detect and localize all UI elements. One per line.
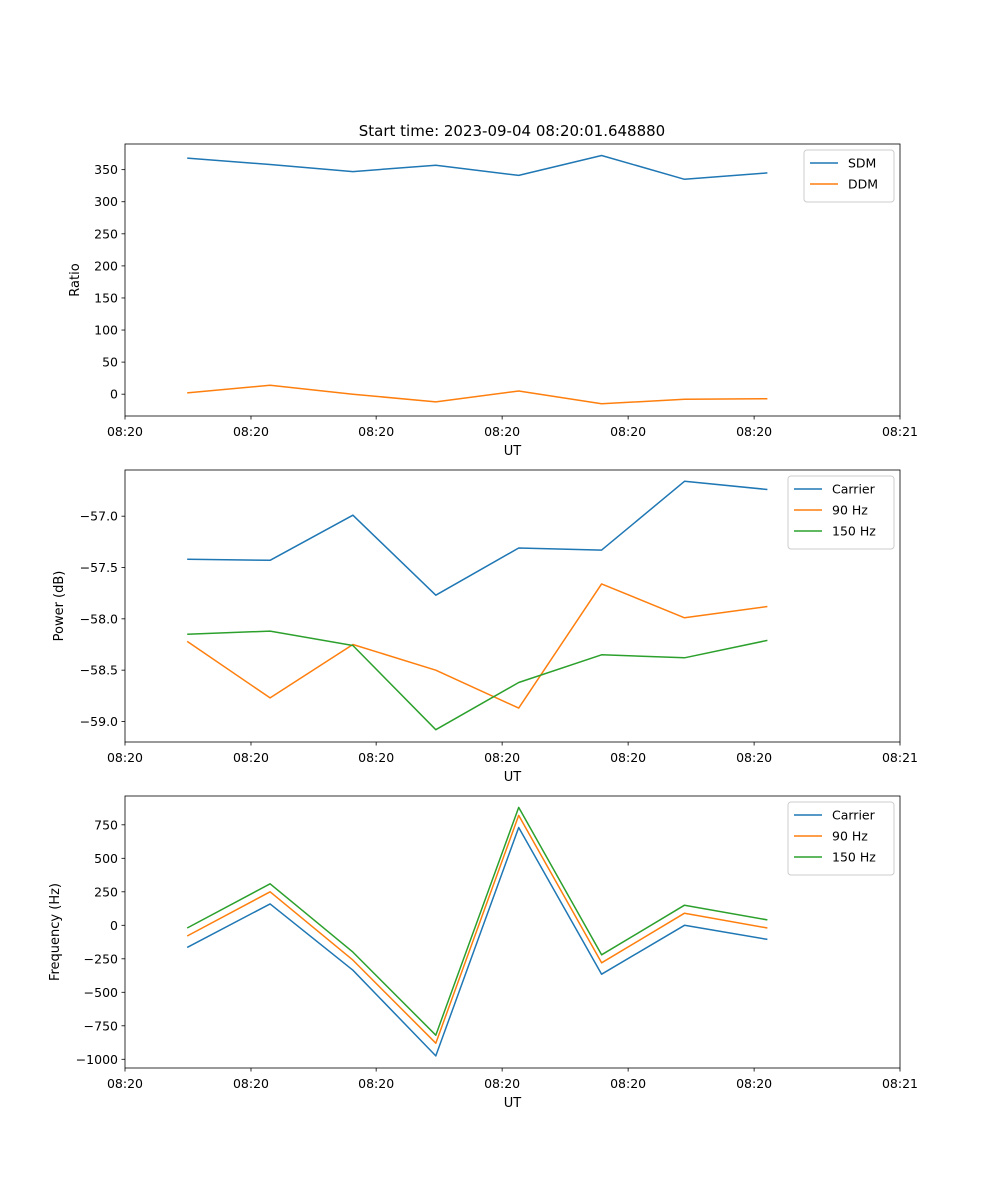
y-tick-label: 300: [94, 194, 118, 209]
x-tick-label: 08:20: [233, 1076, 269, 1091]
x-axis-label: UT: [504, 770, 522, 785]
legend: Carrier 90 Hz 150 Hz: [787, 801, 895, 876]
x-tick-label: 08:20: [358, 750, 394, 765]
y-tick-label: −1000: [76, 1052, 118, 1067]
subplot-1: 0 50 100 150 200 250 300 350 08:20 08:20 08:20 08:2…: [68, 143, 918, 459]
y-tick-label: −58.5: [80, 663, 118, 678]
x-tick-label: 08:20: [484, 1076, 520, 1091]
x-tick-label: 08:20: [358, 1076, 394, 1091]
y-tick-label: 500: [94, 851, 118, 866]
y-tick-label: −250: [84, 951, 118, 966]
x-tick-label: 08:20: [107, 1076, 143, 1091]
series-line-carrier: [187, 480, 768, 596]
x-tick-label: 08:20: [610, 750, 646, 765]
x-tick-label: 08:20: [736, 750, 772, 765]
x-tick-label: 08:20: [233, 750, 269, 765]
y-tick-label: −57.0: [80, 509, 118, 524]
series-line-carrier: [186, 826, 768, 1057]
legend-label: Carrier: [832, 808, 876, 823]
x-axis-label: UT: [504, 1096, 522, 1111]
subplot-2: −59.0 −58.5 −58.0 −57.5 −57.0 08:20 08:20 08:20…: [52, 469, 918, 785]
y-tick-label: 350: [94, 162, 118, 177]
y-tick-label: 200: [94, 258, 118, 273]
axes-frame: [124, 795, 901, 1069]
x-tick-label: 08:21: [882, 750, 918, 765]
legend-label: Carrier: [832, 482, 876, 497]
legend: SDM DDM: [803, 149, 895, 203]
y-axis-label: Ratio: [68, 263, 83, 296]
series-line-90-hz: [186, 814, 768, 1044]
legend: Carrier 90 Hz 150 Hz: [787, 475, 895, 550]
x-tick-label: 08:20: [233, 424, 269, 439]
x-axis-label: UT: [504, 444, 522, 459]
x-tick-label: 08:20: [358, 424, 394, 439]
y-tick-label: 150: [94, 290, 118, 305]
x-tick-label: 08:20: [484, 750, 520, 765]
y-tick-label: 50: [102, 355, 118, 370]
x-tick-label: 08:20: [107, 424, 143, 439]
legend-label: DDM: [848, 177, 878, 192]
y-tick-label: 0: [110, 918, 118, 933]
y-tick-label: 100: [94, 323, 118, 338]
y-tick-label: 0: [110, 387, 118, 402]
series-line-150-hz: [187, 630, 768, 731]
x-tick-label: 08:20: [736, 424, 772, 439]
y-tick-label: −58.0: [80, 611, 118, 626]
y-tick-label: 750: [94, 817, 118, 832]
x-tick-label: 08:21: [882, 1076, 918, 1091]
x-tick-label: 08:20: [610, 424, 646, 439]
series-line-90-hz: [186, 583, 768, 709]
legend-label: SDM: [848, 156, 876, 171]
legend-label: 150 Hz: [832, 524, 876, 539]
axes-frame: [124, 469, 901, 743]
y-tick-label: −750: [84, 1018, 118, 1033]
legend-label: 90 Hz: [832, 829, 868, 844]
legend-label: 150 Hz: [832, 850, 876, 865]
subplot-3: −1000 −750 −500 −250 0 250 500 750 08:20 08:20 08:…: [48, 795, 918, 1111]
x-tick-label: 08:20: [610, 1076, 646, 1091]
axes-frame: [124, 143, 901, 417]
y-tick-label: 250: [94, 226, 118, 241]
series-line-ddm: [187, 384, 768, 405]
y-axis-label: Frequency (Hz): [48, 883, 63, 981]
series-line-150-hz: [186, 806, 768, 1036]
y-tick-label: −59.0: [80, 714, 118, 729]
y-tick-label: 250: [94, 884, 118, 899]
x-tick-label: 08:21: [882, 424, 918, 439]
series-line-sdm: [187, 154, 768, 181]
legend-label: 90 Hz: [832, 503, 868, 518]
y-axis-label: Power (dB): [52, 571, 67, 642]
x-tick-label: 08:20: [107, 750, 143, 765]
x-tick-label: 08:20: [484, 424, 520, 439]
y-tick-label: −57.5: [80, 560, 118, 575]
y-tick-label: −500: [84, 985, 118, 1000]
x-tick-label: 08:20: [736, 1076, 772, 1091]
figure-title: Start time: 2023-09-04 08:20:01.648880: [359, 122, 665, 140]
